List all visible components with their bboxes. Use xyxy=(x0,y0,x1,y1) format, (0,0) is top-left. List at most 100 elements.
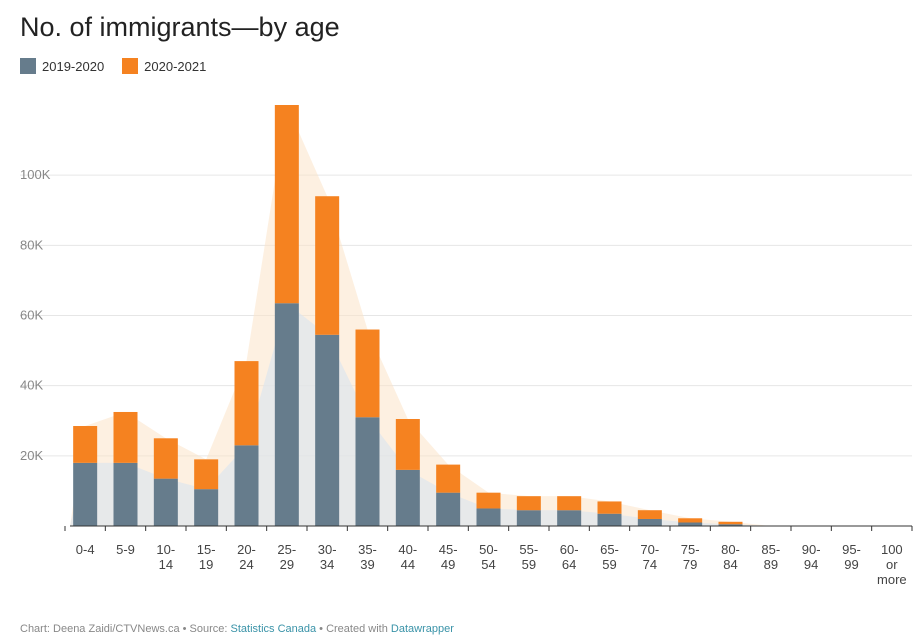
x-tick-label-line: 79 xyxy=(683,557,697,572)
bar-2019-2020-65-59 xyxy=(597,513,622,526)
x-tick-label-line: more xyxy=(877,572,907,587)
x-tick-label-line: 10- xyxy=(156,542,175,557)
bar-2020-2021-60-64 xyxy=(557,496,582,511)
x-tick-label-line: 74 xyxy=(643,557,657,572)
x-tick-label-line: 35- xyxy=(358,542,377,557)
bar-2020-2021-0-4 xyxy=(73,426,98,463)
x-tick-label-line: 94 xyxy=(804,557,818,572)
bar-2020-2021-20-24 xyxy=(234,361,259,446)
legend-swatch-2020-2021 xyxy=(122,58,139,74)
x-tick-label-line: 29 xyxy=(280,557,294,572)
x-tick-label-85-89: 85-89 xyxy=(761,542,780,572)
bar-2019-2020-55-59 xyxy=(516,510,541,526)
x-tick-label-65-59: 65-59 xyxy=(600,542,619,572)
x-tick-label-70-74: 70-74 xyxy=(640,542,659,572)
x-tick-label-line: 59 xyxy=(522,557,536,572)
stacked-bar-chart: 20K 40K 60K 80K 100K 0-4 5-9 10-14 15-19 20-24 25… xyxy=(20,105,913,587)
bar-2019-2020-50-54 xyxy=(476,508,501,526)
bar-2019-2020-80-84 xyxy=(718,524,743,526)
bar-2019-2020-35-39 xyxy=(355,417,380,526)
bar-2019-2020-0-4 xyxy=(73,462,98,526)
x-tick-label-line: 90- xyxy=(802,542,821,557)
x-tick-label-line: 39 xyxy=(360,557,374,572)
x-tick-label-15-19: 15-19 xyxy=(197,542,216,572)
bar-2020-2021-25-29 xyxy=(274,105,299,304)
x-tick-label-line: 25- xyxy=(277,542,296,557)
x-tick-label-line: 20- xyxy=(237,542,256,557)
x-tick-label-line: 24 xyxy=(239,557,253,572)
bar-2020-2021-70-74 xyxy=(637,510,662,519)
x-tick-label-line: 89 xyxy=(764,557,778,572)
bar-2019-2020-25-29 xyxy=(274,303,299,526)
y-tick-label-100K: 100K xyxy=(20,167,51,182)
x-tick-label-line: 65- xyxy=(600,542,619,557)
legend: 2019-2020 2020-2021 xyxy=(20,58,206,74)
footer-created-with: • Created with xyxy=(316,623,391,635)
x-tick-label-20-24: 20-24 xyxy=(237,542,256,572)
x-tick-label-80-84: 80-84 xyxy=(721,542,740,572)
legend-label-2019-2020: 2019-2020 xyxy=(42,58,105,74)
x-tick-label-line: 50- xyxy=(479,542,498,557)
x-tick-label-30-34: 30-34 xyxy=(318,542,337,572)
x-tick-label-line: 59 xyxy=(602,557,616,572)
x-tick-label-line: 0-4 xyxy=(76,542,95,557)
datawrapper-link[interactable]: Datawrapper xyxy=(390,623,454,635)
x-tick-label-line: or xyxy=(886,557,898,572)
x-tick-label-line: 75- xyxy=(681,542,700,557)
chart-title: No. of immigrants—by age xyxy=(20,12,340,42)
legend-item-2019-2020: 2019-2020 xyxy=(20,58,104,74)
y-tick-label-60K: 60K xyxy=(20,308,43,323)
bars xyxy=(73,105,743,526)
x-tick-label-line: 5-9 xyxy=(116,542,135,557)
bar-2019-2020-70-74 xyxy=(637,518,662,526)
x-tick-label-line: 19 xyxy=(199,557,213,572)
bar-2019-2020-75-79 xyxy=(678,522,703,526)
x-tick-label-50-54: 50-54 xyxy=(479,542,498,572)
x-tick-label-45-49: 45-49 xyxy=(439,542,458,572)
bar-2020-2021-30-34 xyxy=(315,196,340,335)
bar-2019-2020-5-9 xyxy=(113,462,138,526)
x-tick-label-5-9: 5-9 xyxy=(116,542,135,557)
bar-2020-2021-5-9 xyxy=(113,411,138,463)
x-tick-label-line: 55- xyxy=(519,542,538,557)
y-tick-label-20K: 20K xyxy=(20,448,43,463)
x-tick-label-line: 45- xyxy=(439,542,458,557)
bar-2020-2021-35-39 xyxy=(355,329,380,418)
x-axis xyxy=(64,525,913,531)
bar-2019-2020-45-49 xyxy=(436,492,461,526)
x-tick-label-line: 54 xyxy=(481,557,495,572)
x-tick-label-100ormore: 100 or more xyxy=(877,542,907,587)
x-tick-label-25-29: 25-29 xyxy=(277,542,296,572)
y-axis-labels: 20K 40K 60K 80K 100K xyxy=(20,167,51,463)
y-tick-label-40K: 40K xyxy=(20,378,43,393)
y-tick-label-80K: 80K xyxy=(20,237,43,252)
x-tick-label-line: 44 xyxy=(401,557,415,572)
x-tick-label-line: 49 xyxy=(441,557,455,572)
x-tick-label-line: 34 xyxy=(320,557,334,572)
x-tick-label-35-39: 35-39 xyxy=(358,542,377,572)
bar-2020-2021-80-84 xyxy=(718,521,743,525)
bar-2019-2020-20-24 xyxy=(234,445,259,526)
bar-2019-2020-15-19 xyxy=(194,489,219,526)
bar-2020-2021-40-44 xyxy=(395,418,420,470)
x-tick-label-55-59: 55-59 xyxy=(519,542,538,572)
x-tick-label-line: 40- xyxy=(398,542,417,557)
bar-2020-2021-50-54 xyxy=(476,492,501,509)
source-link[interactable]: Statistics Canada xyxy=(230,623,317,635)
x-tick-label-line: 84 xyxy=(723,557,737,572)
x-tick-label-40-44: 40-44 xyxy=(398,542,417,572)
bar-2020-2021-15-19 xyxy=(194,459,219,490)
bar-2020-2021-75-79 xyxy=(678,518,703,523)
x-tick-label-line: 95- xyxy=(842,542,861,557)
bar-2019-2020-40-44 xyxy=(395,469,420,526)
x-tick-label-line: 14 xyxy=(159,557,173,572)
x-tick-label-line: 64 xyxy=(562,557,576,572)
bar-2020-2021-10-14 xyxy=(153,438,178,479)
legend-item-2020-2021: 2020-2021 xyxy=(122,58,206,74)
x-tick-label-75-79: 75-79 xyxy=(681,542,700,572)
x-tick-label-60-64: 60-64 xyxy=(560,542,579,572)
footer-credit: Chart: Deena Zaidi/CTVNews.ca • Source: xyxy=(20,623,231,635)
bar-2019-2020-30-34 xyxy=(315,334,340,526)
x-tick-label-10-14: 10-14 xyxy=(156,542,175,572)
x-tick-label-95-99: 95-99 xyxy=(842,542,861,572)
